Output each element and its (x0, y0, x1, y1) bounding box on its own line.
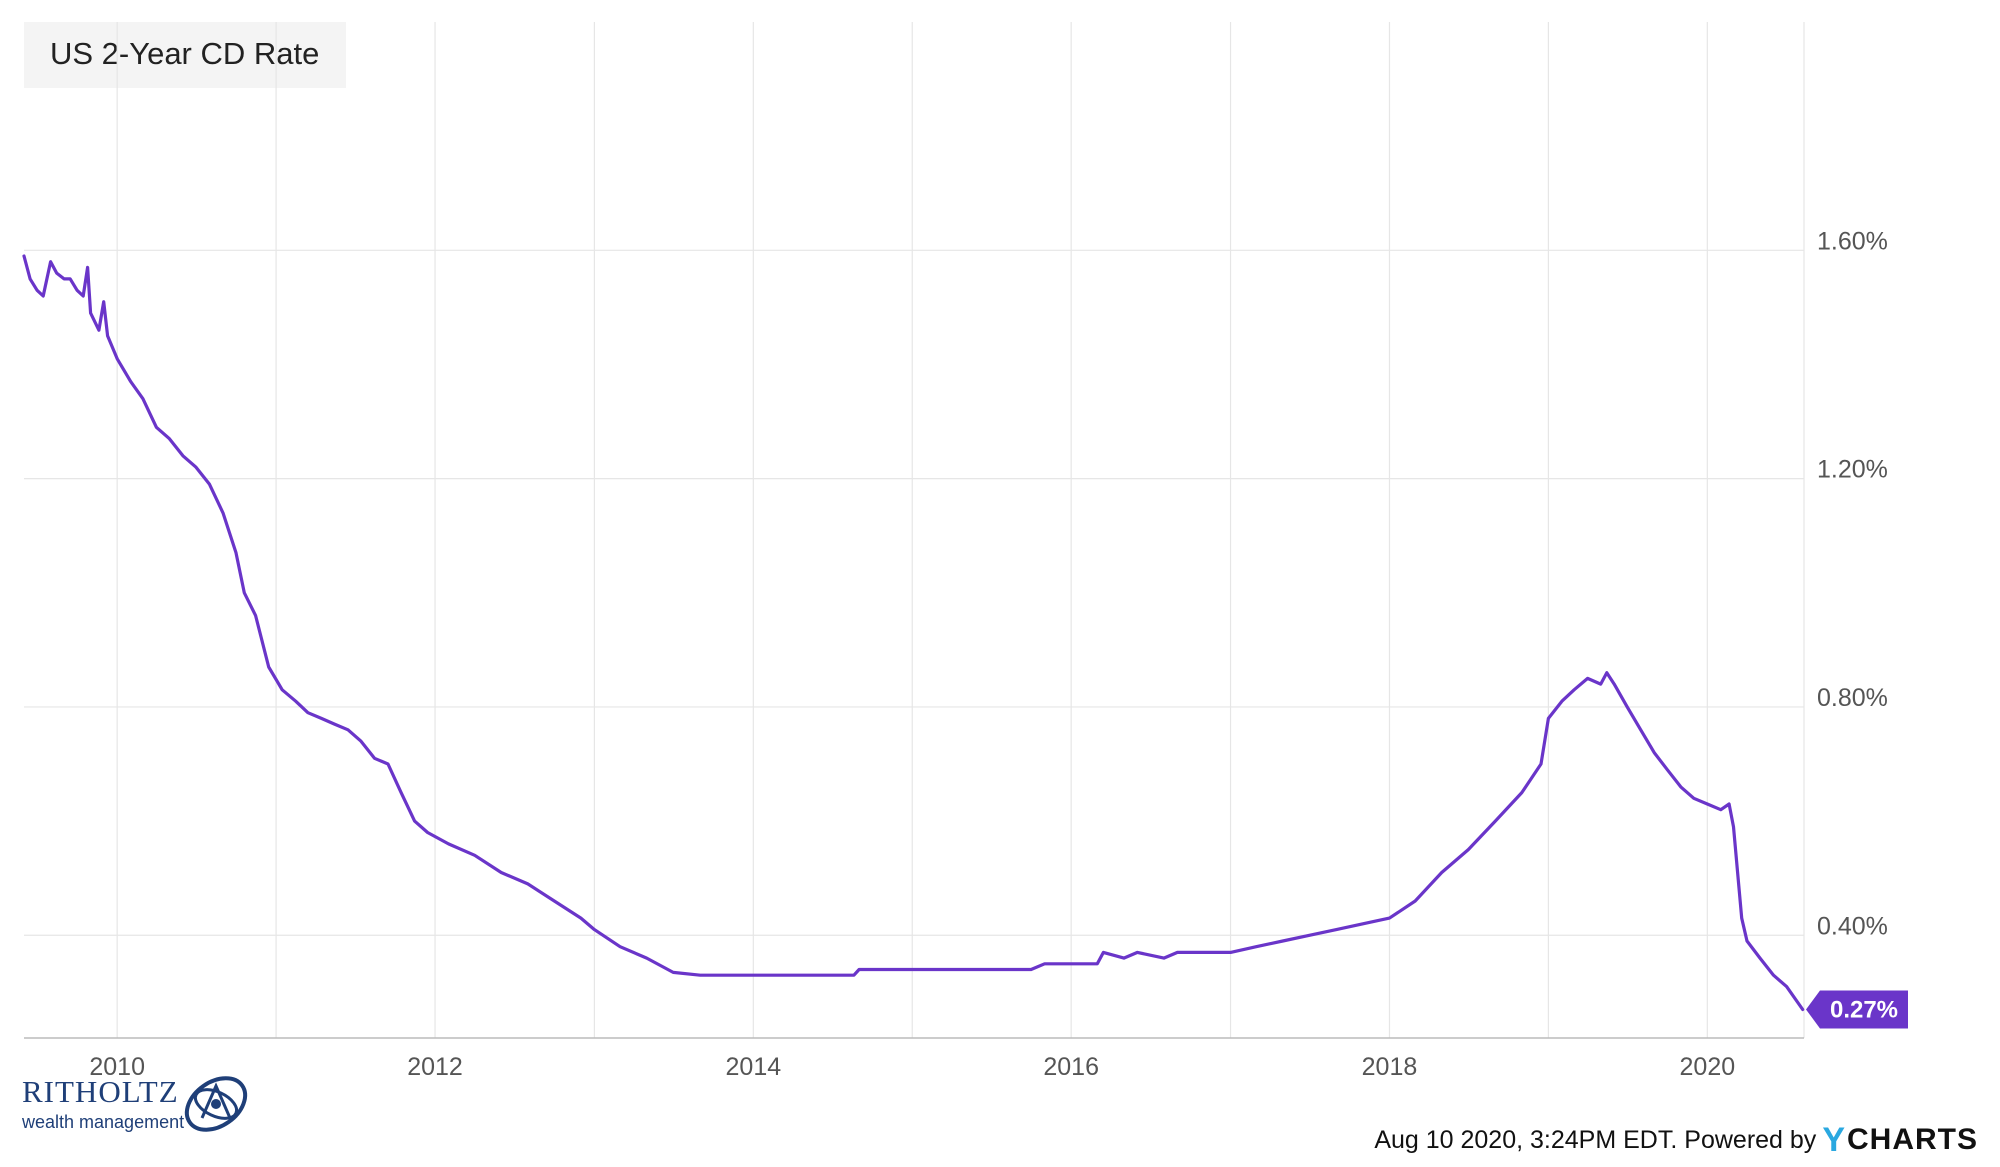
x-tick-label: 2020 (1680, 1053, 1736, 1081)
ycharts-wordmark: CHARTS (1847, 1123, 1978, 1156)
y-tick-label: 1.60% (1817, 227, 1888, 255)
ycharts-logo[interactable]: Y CHARTS (1822, 1121, 1978, 1160)
logo-name: RITHOLTZ (22, 1074, 179, 1109)
last-value-label: 0.27% (1830, 996, 1898, 1023)
x-tick-label: 2014 (726, 1053, 782, 1081)
x-tick-label: 2018 (1362, 1053, 1418, 1081)
gridlines (24, 22, 1805, 1038)
y-tick-label: 1.20% (1817, 456, 1888, 484)
footer-powered-by: Powered by (1684, 1125, 1817, 1154)
x-tick-label: 2016 (1043, 1053, 1099, 1081)
title-background (24, 22, 346, 88)
footer-timestamp: Aug 10 2020, 3:24PM EDT. (1374, 1125, 1678, 1154)
last-value-badge-shape (1806, 990, 1908, 1029)
last-value-badge: 0.27% (1806, 990, 1908, 1029)
footer-attribution: Aug 10 2020, 3:24PM EDT. Powered by Y CH… (1374, 1121, 1978, 1160)
ycharts-y-letter: Y (1822, 1120, 1846, 1159)
x-tick-label: 2010 (89, 1053, 145, 1081)
logo-tagline: wealth management (22, 1112, 185, 1132)
axis-ticks: 0.40% 0.80% 1.20% 1.60% 2010 2012 2014 2016 2018… (89, 227, 1888, 1081)
ritholtz-mark-icon (184, 1076, 248, 1132)
chart-title: US 2-Year CD Rate (50, 36, 319, 71)
x-tick-label: 2012 (407, 1053, 463, 1081)
ritholtz-logo: RITHOLTZ wealth management (22, 1068, 262, 1148)
y-tick-label: 0.40% (1817, 912, 1888, 940)
cd-rate-line (22, 254, 1805, 1012)
y-tick-label: 0.80% (1817, 684, 1888, 712)
